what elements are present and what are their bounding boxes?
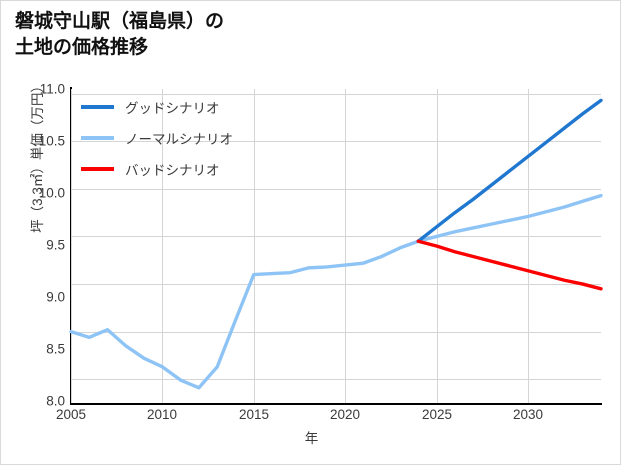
gridline-horizontal — [71, 379, 601, 381]
y-axis-tick-labels: 8.0 8.5 9.0 9.5 10.0 10.5 11.0 — [13, 1, 65, 466]
gridline-vertical — [71, 89, 72, 403]
gridline-horizontal — [71, 284, 601, 286]
line-swatch-icon — [81, 105, 114, 109]
gridline-vertical — [527, 89, 529, 403]
legend-label: バッドシナリオ — [125, 163, 220, 178]
gridline-vertical — [162, 89, 164, 403]
line-swatch-icon — [81, 167, 114, 171]
y-tick-label: 10.5 — [38, 133, 65, 149]
x-axis-label: 年 — [304, 431, 319, 446]
plot-area — [69, 89, 603, 403]
gridline-vertical — [253, 89, 255, 403]
gridline-horizontal — [71, 141, 601, 143]
y-tick-label: 9.0 — [46, 289, 65, 305]
y-tick-label: 9.5 — [46, 237, 65, 253]
x-tick-label: 2025 — [421, 407, 453, 422]
gridline-horizontal — [71, 236, 601, 238]
legend-label: ノーマルシナリオ — [125, 132, 233, 147]
y-axis-label: 坪（3.3㎡）単価（万円） — [30, 79, 45, 233]
gridline-vertical — [345, 89, 347, 403]
line-swatch-icon — [81, 136, 114, 140]
legend-item-good: グッドシナリオ — [81, 97, 233, 117]
y-tick-label: 10.0 — [38, 185, 65, 201]
y-tick-label: 11.0 — [39, 81, 65, 97]
x-tick-label: 2005 — [55, 407, 87, 422]
x-tick-label: 2010 — [146, 407, 178, 422]
chart-legend: グッドシナリオ ノーマルシナリオ バッドシナリオ — [81, 93, 233, 179]
series-line — [69, 193, 603, 390]
y-tick-label: 8.0 — [46, 393, 65, 409]
x-tick-label: 2020 — [329, 407, 361, 422]
x-tick-label: 2015 — [238, 407, 270, 422]
legend-label: グッドシナリオ — [125, 101, 220, 116]
y-tick-label: 8.5 — [46, 341, 65, 357]
series-line — [416, 239, 603, 291]
x-axis-spine — [70, 403, 602, 405]
gridline-horizontal — [71, 188, 601, 190]
gridline-horizontal — [71, 93, 601, 95]
series-layer — [69, 98, 603, 390]
gridline-horizontal — [71, 331, 601, 333]
legend-item-normal: ノーマルシナリオ — [81, 128, 233, 148]
page-title: 磐城守山駅（福島県）の 土地の価格推移 — [15, 11, 225, 58]
series-line — [416, 98, 603, 243]
legend-item-bad: バッドシナリオ — [81, 159, 233, 179]
x-tick-label: 2030 — [512, 407, 544, 422]
